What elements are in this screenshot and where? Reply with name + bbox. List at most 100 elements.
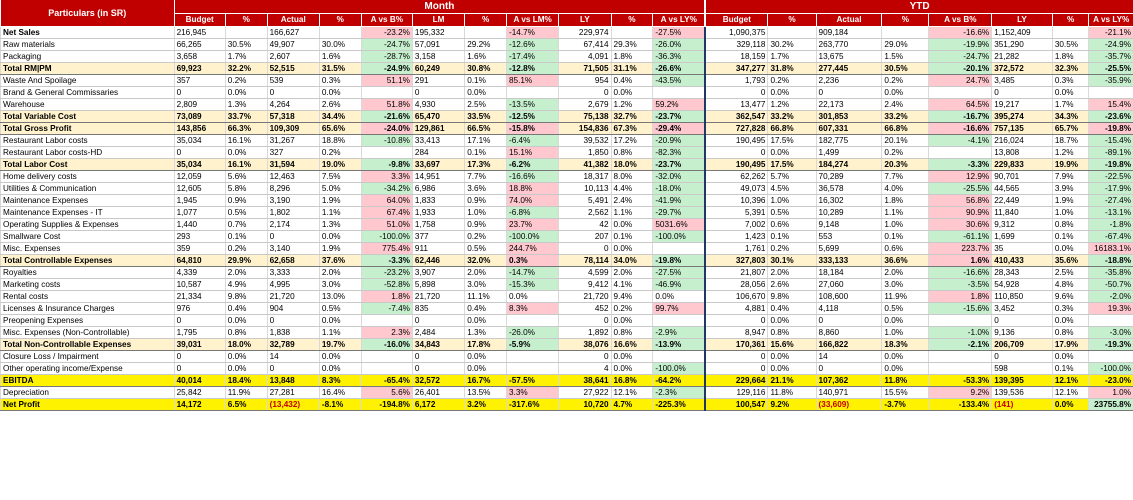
table-cell: 0.0% xyxy=(1051,242,1089,255)
table-cell: -26.6% xyxy=(652,62,706,75)
table-cell: 33.2% xyxy=(767,110,817,123)
table-cell: 64,810 xyxy=(173,254,226,267)
table-cell: 1,838 xyxy=(266,326,320,339)
table-cell: -3.3% xyxy=(360,254,413,267)
table-cell: 107,362 xyxy=(815,374,882,387)
table-cell: 0 xyxy=(991,350,1053,363)
row-label: Restaurant Labor costs xyxy=(0,134,175,147)
table-cell: 0 xyxy=(411,86,465,99)
table-cell: 32.7% xyxy=(610,110,653,123)
table-cell: -16.0% xyxy=(360,338,413,351)
table-cell: 0.4% xyxy=(610,74,653,87)
table-cell: -2.1% xyxy=(928,338,992,351)
table-cell: 0.0% xyxy=(881,314,929,327)
table-cell: 44,565 xyxy=(991,182,1053,195)
row-label: Brand & General Commissaries xyxy=(0,86,175,99)
table-cell: -20.9% xyxy=(652,134,706,147)
table-cell xyxy=(318,26,362,39)
table-cell: 7.9% xyxy=(1051,170,1089,183)
table-cell xyxy=(1088,314,1133,327)
table-cell: 3.0% xyxy=(318,278,362,291)
table-cell: 4.7% xyxy=(610,398,653,411)
table-cell: 36,578 xyxy=(815,182,882,195)
row-label: Licenses & Insurance Charges xyxy=(0,302,175,315)
table-cell: 11.8% xyxy=(767,386,817,399)
table-cell: 14 xyxy=(815,350,882,363)
table-cell: 20.3% xyxy=(881,158,929,171)
table-cell: 170,361 xyxy=(704,338,768,351)
table-cell: 30.5% xyxy=(224,38,268,51)
table-cell: 1,833 xyxy=(411,194,465,207)
table-cell: 190,495 xyxy=(704,134,768,147)
row-label: Royalties xyxy=(0,266,175,279)
table-cell: 30.5% xyxy=(881,62,929,75)
table-cell: 0.1% xyxy=(1051,362,1089,375)
table-cell: -22.5% xyxy=(1088,170,1133,183)
table-cell: 2,809 xyxy=(173,98,226,111)
table-cell: 1,152,409 xyxy=(991,26,1053,39)
table-cell: 0.3% xyxy=(318,74,362,87)
table-cell: -16.6% xyxy=(928,122,992,135)
table-row: Warehouse 2,809 1.3% 4,264 2.6% 51.8% 4,930 2.5… xyxy=(0,98,1133,111)
table-cell: 12.1% xyxy=(1051,374,1089,387)
table-cell: -12.5% xyxy=(505,110,559,123)
table-cell: 410,433 xyxy=(991,254,1053,267)
table-cell: -15.3% xyxy=(505,278,559,291)
table-cell: 0.0% xyxy=(1051,86,1089,99)
table-cell: 607,331 xyxy=(815,122,882,135)
table-cell: 4.1% xyxy=(610,278,653,291)
table-cell: 18.4% xyxy=(224,374,268,387)
table-cell: 28,343 xyxy=(991,266,1053,279)
table-cell: -24.9% xyxy=(1088,38,1133,51)
table-cell: 2,174 xyxy=(266,218,320,231)
table-cell: 5,699 xyxy=(815,242,882,255)
row-label: Home delivery costs xyxy=(0,170,175,183)
table-cell: 70,289 xyxy=(815,170,882,183)
table-cell: 29.9% xyxy=(224,254,268,267)
table-cell: 0.1% xyxy=(464,74,507,87)
table-cell: 0.0% xyxy=(767,362,817,375)
table-cell: 598 xyxy=(991,362,1053,375)
table-cell: 17.3% xyxy=(464,158,507,171)
table-cell xyxy=(224,26,268,39)
table-cell: 1.8% xyxy=(1051,50,1089,63)
table-cell: 1.1% xyxy=(610,206,653,219)
table-cell: 10,587 xyxy=(173,278,226,291)
table-cell: 0.0% xyxy=(224,362,268,375)
ytd-header: YTD xyxy=(704,0,1133,14)
table-cell: -1.8% xyxy=(1088,218,1133,231)
table-cell: 8,296 xyxy=(266,182,320,195)
table-cell: 4.4% xyxy=(610,182,653,195)
table-cell: -64.2% xyxy=(652,374,706,387)
table-cell: 0 xyxy=(411,350,465,363)
table-cell: -18.8% xyxy=(1088,254,1133,267)
table-cell: 69,923 xyxy=(173,62,226,75)
table-cell: 27,060 xyxy=(815,278,882,291)
table-cell: 2.0% xyxy=(464,266,507,279)
table-cell: 0.1% xyxy=(881,230,929,243)
row-label: Utilities & Communication xyxy=(0,182,175,195)
table-cell: 1.6% xyxy=(318,50,362,63)
table-cell: -6.4% xyxy=(505,134,559,147)
table-cell: 1,077 xyxy=(173,206,226,219)
table-cell: 62,446 xyxy=(411,254,465,267)
table-cell xyxy=(652,314,706,327)
table-cell: 1,440 xyxy=(173,218,226,231)
table-cell: 49,907 xyxy=(266,38,320,51)
table-cell: 14,951 xyxy=(411,170,465,183)
table-cell: 0.0% xyxy=(318,350,362,363)
table-cell: 7.5% xyxy=(318,170,362,183)
table-cell: 0.5% xyxy=(224,206,268,219)
table-cell: 0 xyxy=(704,314,768,327)
table-cell: -23.2% xyxy=(360,26,413,39)
table-row: Maintenance Expenses 1,945 0.9% 3,190 1.9% 64… xyxy=(0,194,1133,207)
table-cell xyxy=(360,350,413,363)
table-cell: 3,333 xyxy=(266,266,320,279)
table-cell: 5031.6% xyxy=(652,218,706,231)
table-cell: 0.0% xyxy=(881,362,929,375)
table-cell: 35,034 xyxy=(173,158,226,171)
table-cell: 110,850 xyxy=(991,290,1053,303)
table-cell: 139,395 xyxy=(991,374,1053,387)
table-cell: 8,860 xyxy=(815,326,882,339)
table-cell: 30.0% xyxy=(318,38,362,51)
